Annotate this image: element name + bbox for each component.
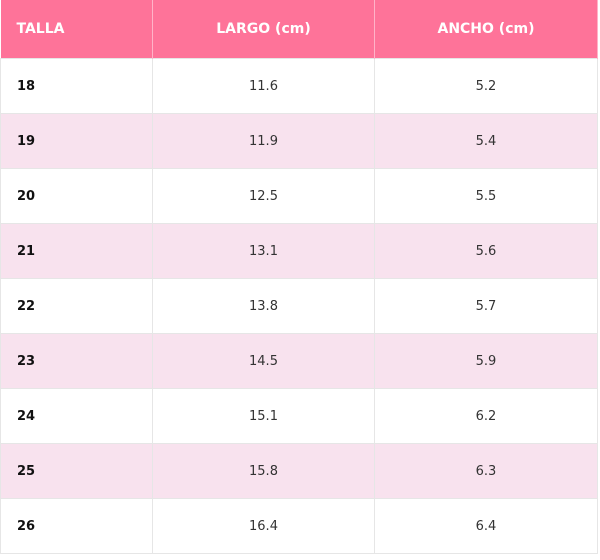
header-cell: ANCHO (cm) [374, 0, 598, 59]
table-row: 23 14.5 5.9 [0, 333, 598, 389]
measure-cell: 15.8 [152, 443, 375, 499]
table-row: 21 13.1 5.6 [0, 223, 598, 279]
size-cell: 26 [0, 498, 153, 554]
measure-cell: 13.8 [152, 278, 375, 334]
measure-cell: 5.4 [374, 113, 598, 169]
measure-cell: 5.9 [374, 333, 598, 389]
measure-cell: 11.9 [152, 113, 375, 169]
measure-cell: 6.2 [374, 388, 598, 444]
measure-cell: 11.6 [152, 58, 375, 114]
table-row: 25 15.8 6.3 [0, 443, 598, 499]
table-body: 18 11.6 5.2 19 11.9 5.4 20 12.5 5.5 21 13.1 5.6 22 13… [0, 58, 598, 554]
size-cell: 21 [0, 223, 153, 279]
size-cell: 24 [0, 388, 153, 444]
measure-cell: 14.5 [152, 333, 375, 389]
measure-cell: 15.1 [152, 388, 375, 444]
measure-cell: 12.5 [152, 168, 375, 224]
measure-cell: 16.4 [152, 498, 375, 554]
measure-cell: 6.4 [374, 498, 598, 554]
table-row: 22 13.8 5.7 [0, 278, 598, 334]
size-cell: 19 [0, 113, 153, 169]
table-row: 26 16.4 6.4 [0, 498, 598, 554]
size-cell: 23 [0, 333, 153, 389]
header-cell: TALLA [0, 0, 153, 59]
measure-cell: 5.2 [374, 58, 598, 114]
measure-cell: 5.7 [374, 278, 598, 334]
table-row: 20 12.5 5.5 [0, 168, 598, 224]
size-cell: 18 [0, 58, 153, 114]
size-cell: 20 [0, 168, 153, 224]
table-row: 19 11.9 5.4 [0, 113, 598, 169]
measure-cell: 13.1 [152, 223, 375, 279]
table-row: 18 11.6 5.2 [0, 58, 598, 114]
measure-cell: 5.5 [374, 168, 598, 224]
header-row: TALLA LARGO (cm) ANCHO (cm) [0, 0, 598, 59]
size-cell: 22 [0, 278, 153, 334]
header-cell: LARGO (cm) [152, 0, 375, 59]
measure-cell: 5.6 [374, 223, 598, 279]
size-cell: 25 [0, 443, 153, 499]
measure-cell: 6.3 [374, 443, 598, 499]
table-row: 24 15.1 6.2 [0, 388, 598, 444]
